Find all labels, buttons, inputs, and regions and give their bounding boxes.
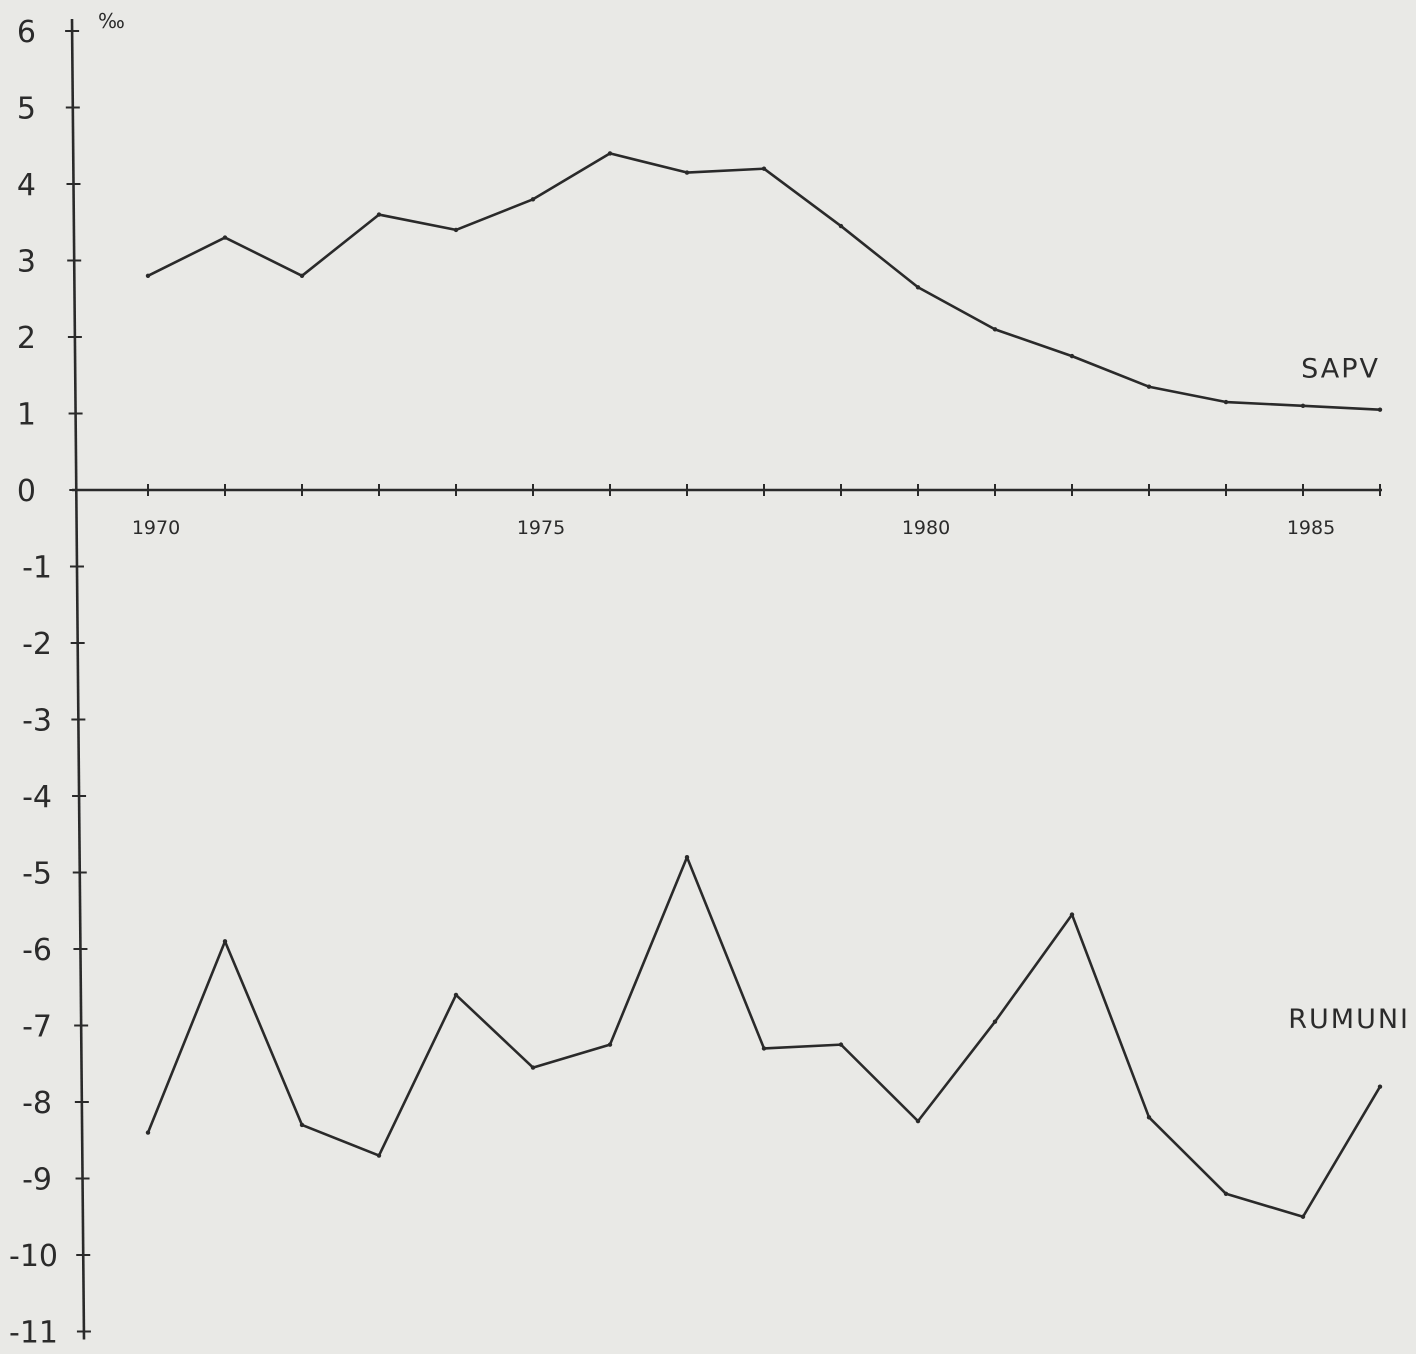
data-point-sapv [222,235,228,240]
x-tick-label: 1980 [902,517,950,539]
data-point-sapv [838,223,844,229]
data-point-sapv [453,227,459,233]
data-point-rumuni [992,1019,998,1024]
data-point-sapv [1300,403,1306,409]
data-point-sapv [1377,407,1383,412]
y-tick-label: -2 [22,627,52,662]
data-point-rumuni [1377,1084,1383,1089]
y-tick-label: -7 [22,1010,52,1045]
series-label-rumuni: RUMUNI [1288,1004,1410,1035]
unit-label: ‰ [98,9,125,33]
y-tick-label: -9 [22,1163,52,1198]
y-tick-label: 5 [17,92,36,127]
series-line-sapv [147,152,1381,411]
data-point-rumuni [145,1130,151,1135]
data-point-rumuni [1069,912,1075,917]
data-point-rumuni [299,1122,305,1128]
y-tick-label: -6 [22,933,52,968]
data-point-rumuni [684,855,690,860]
y-tick-label: 3 [17,245,36,280]
data-point-sapv [761,166,767,171]
y-tick-label: -3 [22,704,52,739]
y-tick-label: -4 [22,780,52,815]
y-tick-label: -10 [9,1239,58,1274]
data-point-sapv [376,212,382,217]
y-tick-label: 4 [17,168,36,203]
axes [70,18,1382,1340]
y-tick-label: 0 [17,474,36,509]
data-point-rumuni [607,1042,613,1047]
data-point-rumuni [915,1118,921,1124]
y-tick-label: 1 [17,398,36,433]
data-point-sapv [684,170,690,175]
data-point-sapv [1146,384,1152,389]
y-tick-label: 2 [17,321,36,356]
data-point-rumuni [1223,1191,1229,1197]
x-axis-ticks: 1970 1975 1980 1985 [132,484,1381,539]
data-point-rumuni [1300,1214,1306,1219]
data-point-rumuni [838,1042,844,1047]
data-point-sapv [1069,353,1075,359]
data-point-rumuni [453,992,459,998]
data-point-rumuni [1146,1115,1152,1120]
x-tick-label: 1975 [517,517,565,539]
series-line-rumuni [146,855,1382,1219]
x-tick-label: 1970 [132,517,180,539]
x-tick-label: 1985 [1287,517,1335,539]
data-point-rumuni [222,939,228,944]
data-point-rumuni [530,1065,536,1070]
data-point-sapv [299,273,305,278]
y-tick-label: -1 [22,551,52,586]
data-point-sapv [145,273,151,278]
data-point-sapv [915,285,921,290]
y-tick-label: -5 [22,857,52,892]
series-layer: SAPV RUMUNI [145,151,1410,1219]
y-tick-label: -8 [22,1086,52,1121]
y-tick-label: -11 [9,1316,58,1351]
series-label-sapv: SAPV [1301,354,1380,385]
y-tick-label: 6 [17,15,36,50]
data-point-rumuni [761,1046,767,1051]
data-point-sapv [607,151,613,156]
data-point-rumuni [376,1153,382,1158]
data-point-sapv [1223,399,1229,405]
y-axis [70,18,86,1340]
y-axis-ticks: 6 5 4 3 2 1 0 -1 -2 -3 -4 -5 -6 -7 -8 -9 -10 -11 [9,15,91,1351]
data-point-sapv [530,197,536,202]
data-point-sapv [992,327,998,332]
